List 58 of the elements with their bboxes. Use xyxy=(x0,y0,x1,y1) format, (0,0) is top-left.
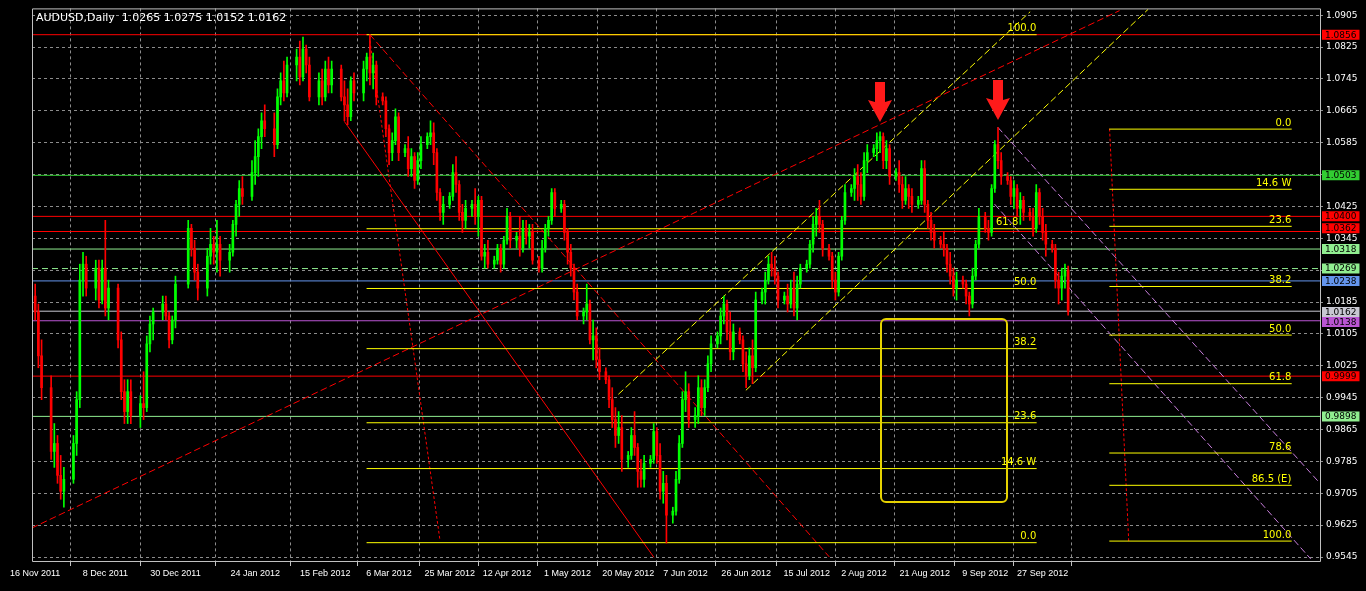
x-tick-label: 6 Mar 2012 xyxy=(366,567,412,578)
x-tick-label: 24 Jan 2012 xyxy=(230,567,280,578)
ref-line-label: 1.0503 xyxy=(1325,170,1357,181)
ref-line-label: 1.0138 xyxy=(1325,316,1357,327)
x-tick-label: 26 Jun 2012 xyxy=(721,567,771,578)
y-tick-label: 0.9705 xyxy=(1326,487,1358,498)
y-tick-label: 1.0345 xyxy=(1326,232,1358,243)
series-label: 61.8 xyxy=(995,216,1019,228)
series-label: 100.0 xyxy=(1262,528,1292,540)
x-tick-label: 1 May 2012 xyxy=(544,567,592,578)
x-tick-label: 21 Aug 2012 xyxy=(899,567,950,578)
ref-line-label: 0.9999 xyxy=(1325,370,1357,381)
series-label: 0.0 xyxy=(1020,530,1037,542)
y-tick-label: 1.0825 xyxy=(1326,41,1358,52)
series-label: 38.2 xyxy=(1269,274,1292,286)
ref-line-label: 1.0400 xyxy=(1325,211,1357,222)
y-tick-label: 1.0185 xyxy=(1326,296,1358,307)
y-tick-label: 0.9865 xyxy=(1326,423,1358,434)
y-tick-label: 1.0585 xyxy=(1326,137,1358,148)
y-tick-label: 0.9625 xyxy=(1326,519,1358,530)
series-label: 50.0 xyxy=(1013,276,1037,288)
series-label: 78.6 xyxy=(1269,440,1292,452)
ref-line-label: 1.0269 xyxy=(1325,263,1357,274)
series-label: 50.0 xyxy=(1269,322,1292,334)
x-tick-label: 30 Dec 2011 xyxy=(150,567,201,578)
x-tick-label: 12 Apr 2012 xyxy=(482,567,532,578)
x-tick-label: 16 Nov 2011 xyxy=(10,567,61,578)
chart-title: AUDUSD,Daily 1.0265 1.0275 1.0152 1.0162 xyxy=(36,10,287,24)
y-tick-label: 1.0105 xyxy=(1326,328,1358,339)
series-label: 0.0 xyxy=(1275,116,1292,128)
y-tick-label: 1.0665 xyxy=(1326,105,1358,116)
series-label: 14.6 W xyxy=(1255,176,1292,188)
ref-line-label: 1.0318 xyxy=(1325,243,1357,254)
series-label: 100.0 xyxy=(1007,22,1037,34)
y-tick-label: 1.0025 xyxy=(1326,360,1358,371)
x-tick-label: 20 May 2012 xyxy=(602,567,655,578)
x-tick-label: 9 Sep 2012 xyxy=(962,567,1009,578)
series-label: 38.2 xyxy=(1013,336,1037,348)
series-label: 86.5 (E) xyxy=(1251,472,1292,484)
ref-line-label: 1.0238 xyxy=(1325,275,1357,286)
y-tick-label: 1.0905 xyxy=(1326,9,1358,20)
x-tick-label: 15 Feb 2012 xyxy=(300,567,351,578)
ref-line-label: 1.0362 xyxy=(1325,223,1357,234)
y-tick-label: 0.9545 xyxy=(1326,551,1358,562)
x-tick-label: 7 Jun 2012 xyxy=(663,567,708,578)
y-tick-label: 0.9945 xyxy=(1326,391,1358,402)
y-tick-label: 0.9785 xyxy=(1326,455,1358,466)
series-label: 23.6 xyxy=(1269,213,1292,225)
x-tick-label: 27 Sep 2012 xyxy=(1017,567,1069,578)
x-tick-label: 25 Mar 2012 xyxy=(424,567,475,578)
y-tick-label: 1.0425 xyxy=(1326,200,1358,211)
y-tick-label: 1.0745 xyxy=(1326,73,1358,84)
x-tick-label: 15 Jul 2012 xyxy=(783,567,830,578)
x-tick-label: 8 Dec 2011 xyxy=(82,567,129,578)
ref-line-label: 0.9898 xyxy=(1325,411,1357,422)
ref-line-label: 1.0856 xyxy=(1325,29,1357,40)
ref-line-label: 1.0162 xyxy=(1325,306,1357,317)
x-tick-label: 2 Aug 2012 xyxy=(841,567,887,578)
